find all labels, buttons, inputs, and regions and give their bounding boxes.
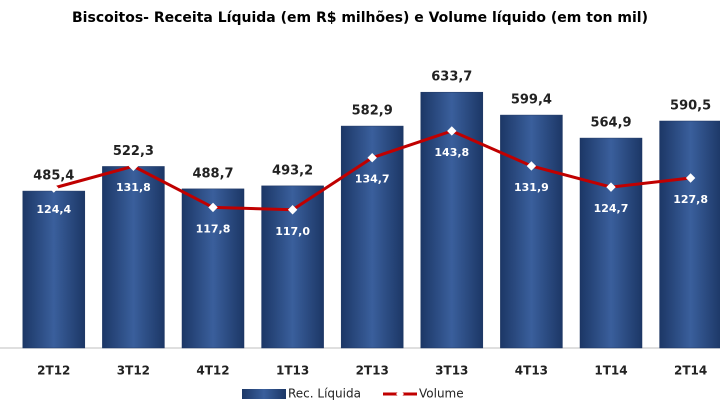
bar-value-label: 582,9: [352, 104, 393, 119]
legend-label: Volume: [419, 387, 464, 401]
bar: [579, 137, 643, 349]
point-marker: [685, 173, 696, 183]
point-marker: [49, 183, 59, 193]
bar: [102, 166, 165, 349]
bar-value-label: 590,5: [670, 99, 711, 114]
x-tick-label: 2T14: [674, 364, 707, 378]
bar-value-label: 493,2: [272, 163, 313, 178]
x-tick-label: 4T12: [196, 364, 229, 378]
point-marker: [447, 126, 457, 136]
line-value-label: 127,8: [673, 193, 708, 206]
x-tick-label: 1T13: [276, 364, 309, 378]
bar: [181, 188, 245, 349]
point-marker: [208, 202, 218, 213]
bar-value-label: 564,9: [590, 116, 631, 131]
x-tick-label: 2T13: [356, 364, 389, 378]
point-marker: [367, 152, 377, 163]
line-value-label: 134,7: [355, 173, 390, 186]
point-marker: [526, 161, 537, 171]
point-marker: [606, 182, 616, 192]
legend-swatch: [242, 389, 286, 399]
point-marker: [128, 161, 139, 171]
line-value-label: 143,8: [434, 146, 469, 159]
bar: [340, 125, 404, 349]
bar: [22, 190, 86, 349]
chart-title: Biscoitos- Receita Líquida (em R$ milhõe…: [72, 10, 648, 26]
x-tick-label: 2T12: [37, 364, 70, 378]
legend-label: Rec. Líquida: [288, 387, 361, 401]
bar-value-label: 485,4: [33, 169, 74, 184]
bar-value-label: 599,4: [511, 93, 552, 108]
bar: [500, 114, 563, 349]
x-tick-label: 3T13: [435, 364, 468, 378]
x-tick-label: 3T12: [117, 364, 150, 378]
legend-marker: [396, 390, 404, 398]
line-value-label: 131,9: [514, 181, 549, 194]
line-value-label: 117,0: [275, 225, 310, 238]
bar-value-label: 522,3: [113, 144, 154, 159]
line-value-label: 131,8: [116, 181, 151, 194]
line-value-label: 117,8: [196, 222, 231, 235]
x-tick-label: 4T13: [515, 364, 548, 378]
bar-value-label: 488,7: [192, 166, 233, 181]
bar-value-label: 633,7: [431, 70, 472, 85]
bar: [659, 120, 720, 349]
point-marker: [287, 205, 298, 215]
x-tick-label: 1T14: [594, 364, 627, 378]
line-value-label: 124,4: [36, 203, 71, 216]
line-value-label: 124,7: [594, 202, 629, 215]
